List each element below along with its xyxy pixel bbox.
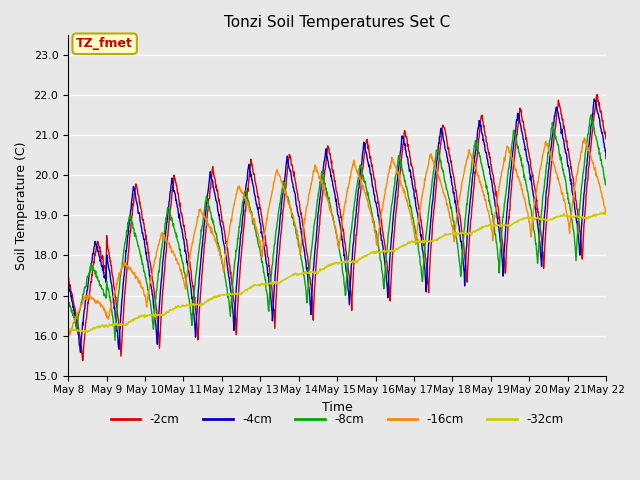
Y-axis label: Soil Temperature (C): Soil Temperature (C) bbox=[15, 141, 28, 270]
X-axis label: Time: Time bbox=[322, 401, 353, 414]
Title: Tonzi Soil Temperatures Set C: Tonzi Soil Temperatures Set C bbox=[224, 15, 450, 30]
Legend: -2cm, -4cm, -8cm, -16cm, -32cm: -2cm, -4cm, -8cm, -16cm, -32cm bbox=[106, 408, 568, 431]
Text: TZ_fmet: TZ_fmet bbox=[76, 37, 133, 50]
